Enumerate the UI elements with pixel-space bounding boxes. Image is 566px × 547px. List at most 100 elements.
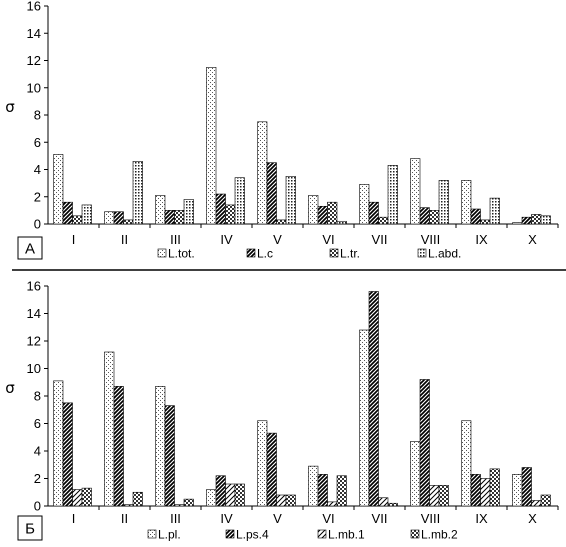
panel-label: А <box>25 241 35 258</box>
bar-l-tr-i <box>72 215 83 225</box>
bar-l-c-i <box>62 201 73 225</box>
y-tick-label: 10 <box>27 361 41 376</box>
y-tick-label: 2 <box>34 189 41 204</box>
bar-l-mb-1-v <box>276 494 287 507</box>
bar-l-tr-iii <box>174 210 185 225</box>
bar-l-c-viii <box>419 207 430 225</box>
bar-l-ps-4-vi <box>317 474 328 507</box>
legend-swatch <box>157 248 167 258</box>
bar-l-abd-ix <box>489 197 500 225</box>
bar-l-c-iv <box>215 193 226 225</box>
legend-label: L.tr. <box>340 247 360 261</box>
bar-l-tot-vii <box>359 184 370 225</box>
bar-l-tr-ii <box>123 219 134 225</box>
legend-swatch <box>147 529 157 539</box>
bar-l-tot-i <box>53 154 64 225</box>
bar-l-ps-4-i <box>62 402 73 507</box>
bar-l-tot-x <box>512 222 523 225</box>
panel-label: Б <box>25 521 35 538</box>
bar-l-mb-2-i <box>81 487 92 507</box>
panel-label-box <box>17 236 43 260</box>
legend-label: L.tot. <box>168 247 195 261</box>
bar-l-tot-viii <box>410 158 421 225</box>
bar-l-mb-1-iv <box>225 483 236 507</box>
bar-l-c-v <box>266 162 277 225</box>
bar-l-ps-4-viii <box>419 379 430 507</box>
bar-l-mb-2-iii <box>183 498 194 507</box>
legend-label: L.abd. <box>428 247 461 261</box>
x-tick-label: I <box>72 511 76 526</box>
x-tick-label: IX <box>475 511 488 526</box>
legend-label: L.pl. <box>158 528 181 542</box>
x-tick-label: IV <box>220 511 233 526</box>
legend-swatch <box>410 529 420 539</box>
bar-l-pl-v <box>257 420 268 507</box>
y-tick-label: 16 <box>27 0 41 14</box>
bar-l-tr-vi <box>327 201 338 225</box>
bar-l-c-ii <box>113 211 124 225</box>
bar-l-mb-2-x <box>540 494 551 507</box>
bar-l-abd-vii <box>387 165 398 225</box>
y-tick-label: 14 <box>27 26 41 41</box>
bar-l-mb-2-vii <box>387 502 398 507</box>
bar-l-abd-iii <box>183 199 194 225</box>
x-tick-label: X <box>528 232 537 247</box>
bar-l-pl-iv <box>206 489 217 507</box>
x-tick-label: III <box>170 511 181 526</box>
y-tick-label: 0 <box>34 499 41 514</box>
x-tick-label: X <box>528 511 537 526</box>
x-tick-label: III <box>170 232 181 247</box>
bar-l-mb-1-viii <box>429 485 440 507</box>
bar-l-tot-iv <box>206 67 217 225</box>
y-tick-label: 10 <box>27 80 41 95</box>
bar-l-pl-vii <box>359 329 370 507</box>
bar-l-c-vi <box>317 205 328 225</box>
y-tick-label: 4 <box>34 444 41 459</box>
y-tick-label: 0 <box>34 217 41 232</box>
x-tick-label: V <box>273 511 282 526</box>
bar-l-pl-x <box>512 474 523 507</box>
x-tick-label: VII <box>372 232 388 247</box>
x-tick-label: II <box>121 232 128 247</box>
legend-swatch <box>317 529 327 539</box>
y-tick-label: 8 <box>34 389 41 404</box>
legend-swatch <box>225 529 235 539</box>
legend-swatch <box>246 248 256 258</box>
bar-l-pl-i <box>53 380 64 507</box>
bar-l-mb-1-ix <box>480 478 491 507</box>
y-tick-label: 14 <box>27 306 41 321</box>
x-tick-label: VI <box>322 511 334 526</box>
bar-l-abd-v <box>285 176 296 225</box>
x-tick-label: VIII <box>421 511 441 526</box>
bar-l-tr-vii <box>378 216 389 225</box>
y-tick-label: 8 <box>34 108 41 123</box>
bar-l-c-x <box>521 216 532 225</box>
legend-swatch <box>329 248 339 258</box>
bar-l-mb-1-vi <box>327 501 338 507</box>
legend-label: L.mb.2 <box>421 528 458 542</box>
x-tick-label: VI <box>322 232 334 247</box>
legend-label: L.mb.1 <box>328 528 365 542</box>
panel-label-box <box>17 515 43 541</box>
bar-l-pl-vi <box>308 465 319 507</box>
bar-l-pl-viii <box>410 441 421 507</box>
bar-l-ps-4-v <box>266 432 277 507</box>
x-tick-label: IV <box>220 232 233 247</box>
bar-l-abd-iv <box>234 177 245 225</box>
x-tick-label: V <box>273 232 282 247</box>
bar-l-tot-v <box>257 121 268 225</box>
y-tick-label: 4 <box>34 162 41 177</box>
bar-l-c-iii <box>164 210 175 225</box>
legend-label: L.c <box>257 247 273 261</box>
y-axis-label: σ <box>5 98 15 116</box>
bar-l-tr-iv <box>225 204 236 225</box>
bar-l-pl-ix <box>461 420 472 507</box>
bar-l-ps-4-ix <box>470 474 481 507</box>
y-tick-label: 2 <box>34 471 41 486</box>
bar-l-mb-1-ii <box>123 504 134 507</box>
y-tick-label: 12 <box>27 53 41 68</box>
